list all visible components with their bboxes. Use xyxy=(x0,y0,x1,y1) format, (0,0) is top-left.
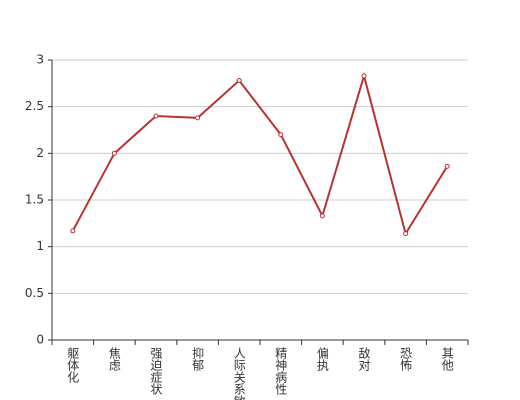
point xyxy=(403,231,409,237)
x-tick-label: 焦虑 xyxy=(107,347,121,371)
y-tick-label: 2 xyxy=(36,146,44,160)
point xyxy=(361,73,367,79)
point xyxy=(319,213,325,219)
x-tick-label: 其他 xyxy=(440,347,454,371)
x-tick-label: 躯体化 xyxy=(66,346,80,384)
point xyxy=(195,115,201,121)
x-tick-label: 敌对 xyxy=(357,346,371,371)
x-tick-label: 偏执 xyxy=(315,346,329,372)
y-tick-label: 3 xyxy=(36,53,44,67)
point xyxy=(236,78,242,84)
point xyxy=(111,150,117,156)
x-tick-label: 强迫症状 xyxy=(149,347,163,395)
x-tick-label: 精神病性 xyxy=(274,347,288,396)
x-tick-label: 抑郁 xyxy=(191,346,205,372)
point xyxy=(278,132,284,138)
point xyxy=(444,163,450,169)
point xyxy=(153,113,159,119)
x-tick-label: 恐怖 xyxy=(399,347,413,371)
y-tick-label: 0.5 xyxy=(25,286,44,300)
y-tick-label: 1.5 xyxy=(25,193,44,207)
y-tick-label: 0 xyxy=(36,333,44,347)
y-tick-label: 1 xyxy=(36,239,44,253)
line xyxy=(71,72,449,237)
y-tick-label: 2.5 xyxy=(25,99,44,113)
point xyxy=(70,228,76,234)
x-tick-label: 人际关系敏感 xyxy=(232,347,246,400)
